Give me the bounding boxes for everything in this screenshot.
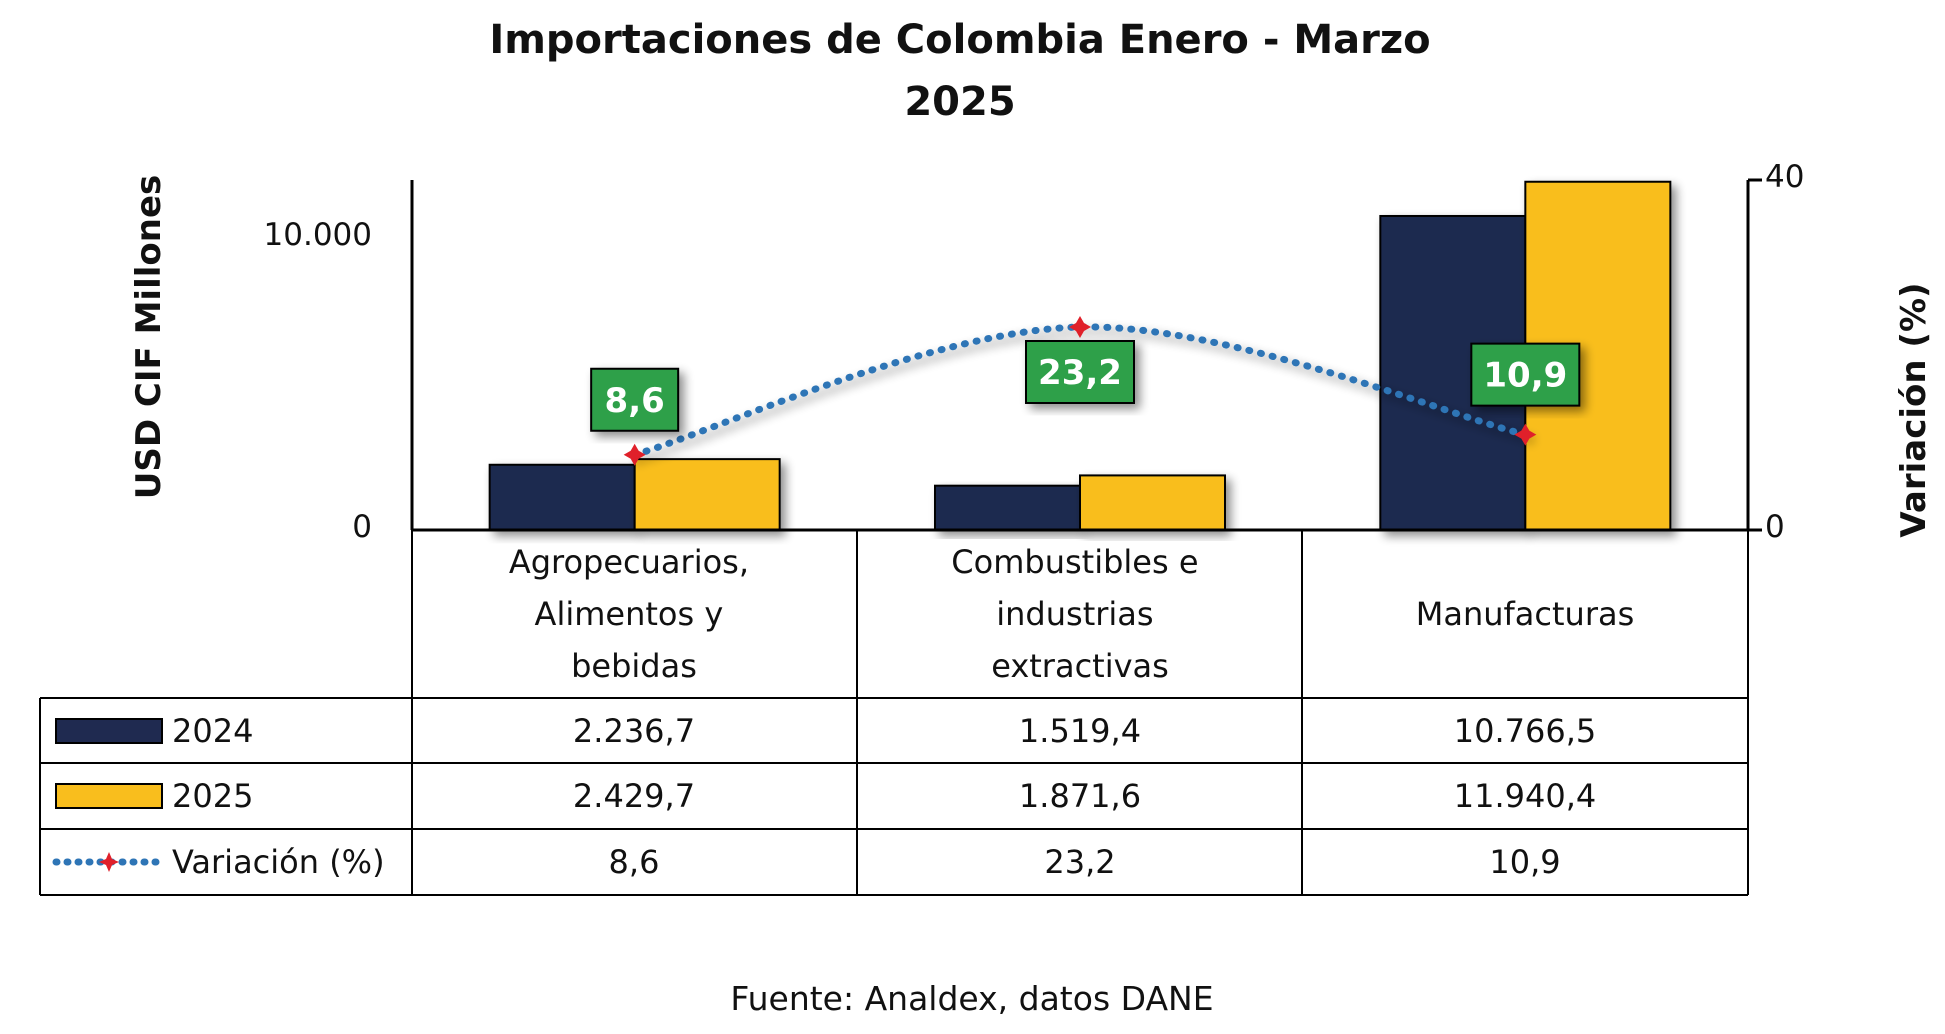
legend-label-variacion: Variación (%) [172,843,385,881]
variacion-marker-combustibles [1069,316,1091,338]
table-cell-2025-agro: 2.429,7 [573,777,695,815]
category-label-manufacturas: Manufacturas [1416,595,1635,633]
category-label-agro: Agropecuarios, Alimentos y bebidas [509,543,759,685]
table-cell-2024-combustibles: 1.519,4 [1019,712,1141,750]
variacion-label-box-combustibles [1025,340,1135,404]
table-cell-2024-manufacturas: 10.766,5 [1454,712,1597,750]
y2-tick-0: 0 [1765,509,1785,545]
legend-label-2025: 2025 [172,777,253,815]
legend-label-2024: 2024 [172,712,253,750]
bar-2024-combustibles [934,484,1081,532]
y-tick-0: 0 [352,509,372,545]
y-tick-10000: 10.000 [264,217,372,253]
table-cell-2024-agro: 2.236,7 [573,712,695,750]
table-cell-2025-manufacturas: 11.940,4 [1454,777,1597,815]
table-cell-2025-combustibles: 1.871,6 [1019,777,1141,815]
bar-2025-combustibles [1079,474,1226,531]
bar-2024-agro [488,463,636,531]
table-cell-variacion-combustibles: 23,2 [1044,843,1115,881]
variacion-label-manufacturas: 10,9 [1483,356,1567,396]
source-note: Fuente: Analdex, datos DANE [730,979,1213,1018]
variacion-marker-agro [623,443,646,466]
variacion-marker-manufacturas [1514,423,1537,446]
legend-swatch-2024 [55,718,163,744]
legend-swatch-2025 [55,783,163,809]
legend-marker-variacion [99,852,119,872]
bar-2025-agro [633,458,781,532]
variacion-label-box-manufacturas [1470,342,1581,407]
chart-title: Importaciones de Colombia Enero - Marzo [489,17,1430,63]
y-axis-title: USD CIF Millones [129,175,169,499]
variacion-label-box-agro [590,367,680,432]
data-table [39,530,1749,896]
y2-tick-40: 40 [1765,159,1804,195]
y2-axis-title: Variación (%) [1894,282,1934,537]
chart-title-line2: 2025 [904,79,1015,125]
variacion-label-combustibles: 23,2 [1038,353,1122,393]
table-cell-variacion-manufacturas: 10,9 [1489,843,1560,881]
category-label-combustibles: Combustibles e industrias extractivas [951,543,1208,685]
table-cell-variacion-agro: 8,6 [609,843,660,881]
variacion-label-agro: 8,6 [605,381,665,421]
